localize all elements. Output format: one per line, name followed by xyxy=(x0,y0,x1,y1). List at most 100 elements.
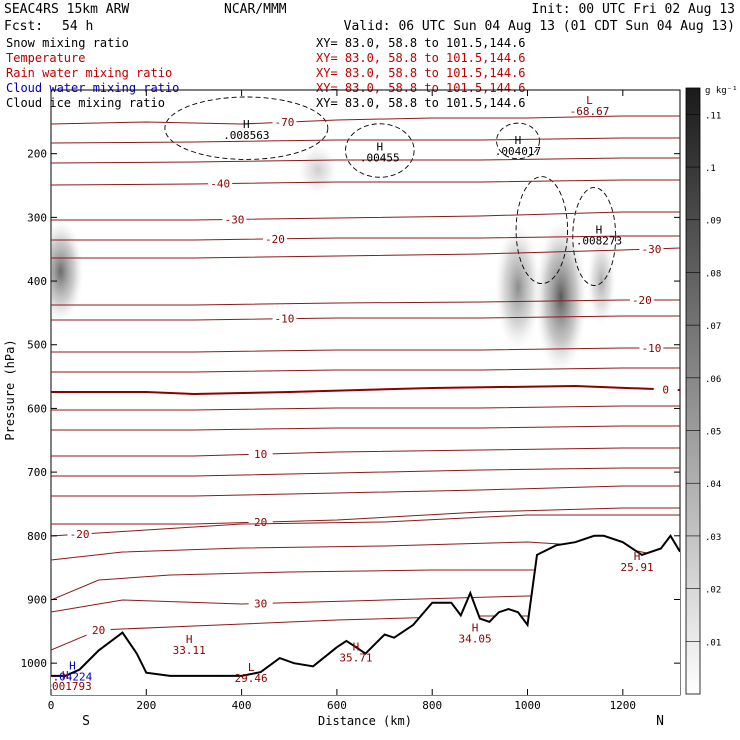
colorbar: g kg⁻¹ .01 .02 .03 .04 .05 .06 .07 .08 .09 .1 .11 xyxy=(685,86,738,695)
field-name: Snow mixing ratio xyxy=(6,36,129,50)
south-label: S xyxy=(82,714,90,729)
contour-label-bg xyxy=(86,624,111,636)
temperature-contour xyxy=(51,315,680,321)
cloud-ice-blob xyxy=(51,220,84,323)
colorbar-tick-label: .08 xyxy=(705,269,721,279)
contour-label-bg xyxy=(67,528,92,541)
extremum-value: .008563 xyxy=(223,129,269,142)
x-tick-label: 800 xyxy=(422,699,442,712)
x-tick-label: 0 xyxy=(48,699,55,712)
y-tick-label: 800 xyxy=(27,530,47,543)
valid-time: Valid: 06 UTC Sun 04 Aug 13 (01 CDT Sun … xyxy=(344,19,735,34)
contour-label: -20 xyxy=(632,294,652,307)
colorbar-tick-label: .01 xyxy=(705,638,721,648)
model-title: SEAC4RS 15km ARW xyxy=(4,2,129,17)
x-tick-label: 1000 xyxy=(514,699,541,712)
extremum-marker: H xyxy=(186,633,193,646)
fcst-value: 54 h xyxy=(62,19,93,34)
contour-label-bg xyxy=(208,177,233,190)
y-tick-label: 1000 xyxy=(21,657,48,670)
temperature-contour xyxy=(51,514,680,537)
temperature-contour xyxy=(51,247,680,259)
cloud-ice-blob xyxy=(297,144,338,196)
extremum-marker: H xyxy=(596,223,603,236)
temperature-contour xyxy=(51,425,680,431)
temperature-contour xyxy=(51,211,680,221)
contour-label: -70 xyxy=(275,116,295,129)
y-tick-label: 600 xyxy=(27,402,47,415)
temperature-contour xyxy=(51,507,680,525)
snow-contour xyxy=(345,123,415,178)
contour-label: -20 xyxy=(265,233,285,246)
extremum-value: .00455 xyxy=(360,152,400,165)
colorbar-ramp xyxy=(685,87,701,695)
contour-label-bg xyxy=(248,516,273,529)
temperature-contour xyxy=(51,347,680,353)
x-tick-label: 1200 xyxy=(610,699,637,712)
contour-label: -30 xyxy=(641,243,661,256)
y-tick-label: 200 xyxy=(27,148,47,161)
y-tick-label: 400 xyxy=(27,275,47,288)
extremum-value: 33.11 xyxy=(173,644,206,657)
temperature-contour xyxy=(51,405,680,411)
field-name: Rain water mixing ratio xyxy=(6,66,172,80)
extremum-marker: H xyxy=(69,660,76,673)
y-axis-label: Pressure (hPa) xyxy=(3,339,17,440)
contour-label-bg xyxy=(639,243,664,255)
temperature-contour xyxy=(51,115,680,125)
cloud-ice-blob xyxy=(535,220,587,374)
extremum-marker: H xyxy=(376,141,383,154)
extremum-marker: H xyxy=(515,134,522,147)
colorbar-tick-label: .1 xyxy=(705,164,716,174)
contour-label-bg xyxy=(248,597,273,610)
snow-contour xyxy=(164,96,329,160)
extremum-marker: L xyxy=(248,661,255,674)
colorbar-tick-label: .07 xyxy=(705,322,721,332)
contour-label: -10 xyxy=(641,342,661,355)
temperature-contour xyxy=(51,569,680,601)
contour-label: 20 xyxy=(92,624,105,637)
colorbar-tick-label: .05 xyxy=(705,428,721,438)
contour-label: 20 xyxy=(254,516,267,529)
contour-label-bg xyxy=(222,213,247,226)
contour-label: 30 xyxy=(254,597,267,610)
x-tick-label: 200 xyxy=(136,699,156,712)
extremum-value: -68.67 xyxy=(570,105,610,118)
cloud-ice-blob xyxy=(495,223,541,352)
init-time: Init: 00 UTC Fri 02 Aug 13 xyxy=(532,2,736,17)
extremum-marker: H xyxy=(472,621,479,634)
extremum-value: 25.91 xyxy=(621,561,654,574)
snow-contour xyxy=(515,176,568,285)
extremum-value: 29.46 xyxy=(235,672,268,685)
y-tick-label: 900 xyxy=(27,593,47,606)
colorbar-tick-label: .02 xyxy=(705,586,721,596)
org-title: NCAR/MMM xyxy=(224,2,287,17)
terrain-fill xyxy=(51,535,680,695)
contour-label: -10 xyxy=(275,313,295,326)
temperature-contour xyxy=(51,137,680,144)
field-xy: XY= 83.0, 58.8 to 101.5,144.6 xyxy=(316,96,526,110)
extremum-value: .04224 xyxy=(53,671,93,684)
colorbar-tick-label: .06 xyxy=(705,375,721,385)
cloud-ice-blob xyxy=(587,236,616,326)
contour-label-bg xyxy=(248,448,273,461)
contour-label: 0 xyxy=(662,383,669,396)
x-tick-label: 600 xyxy=(327,699,347,712)
extremum-marker: L xyxy=(586,94,593,107)
temperature-contour xyxy=(51,157,680,164)
y-tick-label: 700 xyxy=(27,466,47,479)
contour-label: 10 xyxy=(254,448,267,461)
colorbar-unit: g kg⁻¹ xyxy=(705,86,738,96)
snow-contour xyxy=(496,122,540,160)
extremum-marker: H xyxy=(62,669,69,682)
field-legend: Snow mixing ratio XY= 83.0, 58.8 to 101.5… xyxy=(6,36,526,110)
north-label: N xyxy=(656,714,664,729)
colorbar-tick-label: .11 xyxy=(705,111,721,121)
field-xy: XY= 83.0, 58.8 to 101.5,144.6 xyxy=(316,51,526,65)
contour-label-bg xyxy=(272,116,297,129)
temperature-contour xyxy=(51,235,680,241)
field-xy: XY= 83.0, 58.8 to 101.5,144.6 xyxy=(316,36,526,50)
extremum-marker: H xyxy=(634,550,641,563)
field-name: Cloud water mixing ratio xyxy=(6,81,179,95)
